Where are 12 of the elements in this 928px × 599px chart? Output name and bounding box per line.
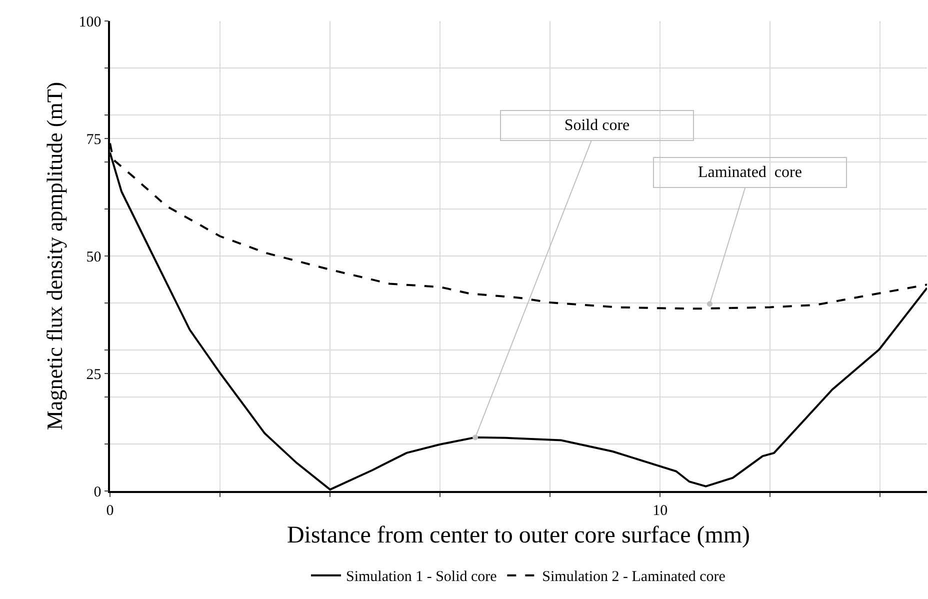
- y-tick-label: 25: [86, 366, 102, 383]
- x-axis-title: Distance from center to outer core surface (mm): [286, 522, 750, 549]
- y-tick-label: 75: [86, 132, 102, 148]
- legend-label: Simulation 2 - Laminated core: [542, 569, 726, 586]
- legend-label: Simulation 1 - Solid core: [346, 569, 498, 586]
- y-tick-label: 0: [94, 484, 102, 500]
- y-tick-label: 50: [86, 249, 102, 266]
- annotation: Laminated core: [698, 164, 802, 181]
- y-tick-label: 100: [78, 14, 102, 30]
- x-tick-label: 10: [652, 502, 668, 519]
- y-axis-title: Magnetic flux density apmplitude (mT): [42, 82, 68, 430]
- annotation: Soild core: [564, 117, 630, 134]
